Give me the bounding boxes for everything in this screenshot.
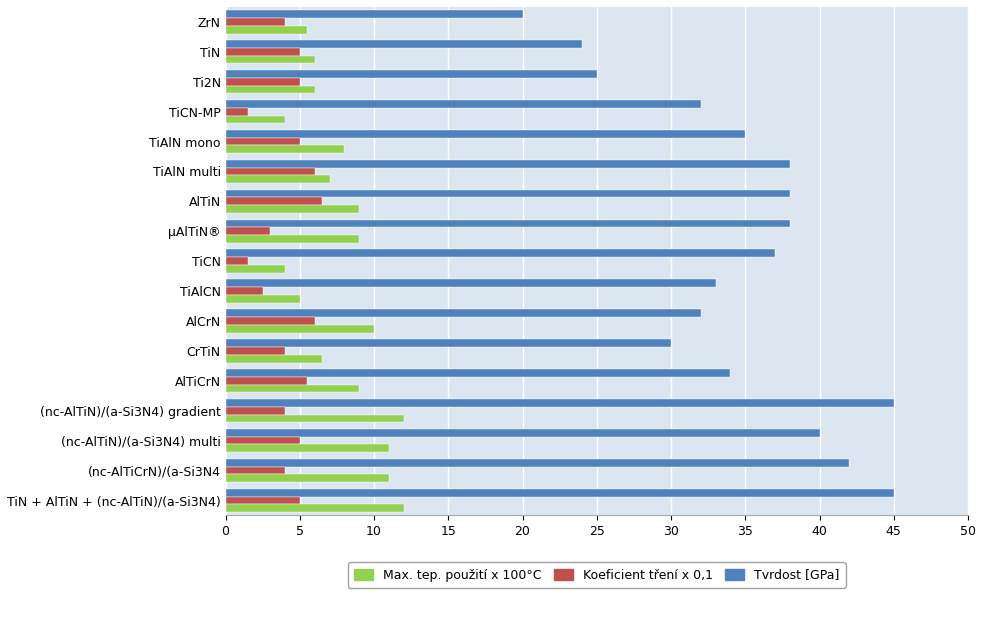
Bar xyxy=(225,347,285,355)
Bar xyxy=(225,475,389,482)
Bar xyxy=(225,18,285,26)
Bar xyxy=(225,160,790,168)
Bar xyxy=(225,138,300,145)
Bar xyxy=(225,429,820,436)
Bar xyxy=(225,399,894,407)
Bar xyxy=(225,445,389,452)
Bar xyxy=(225,48,300,56)
Bar xyxy=(225,355,322,362)
Bar xyxy=(225,317,315,325)
Bar xyxy=(225,339,671,347)
Bar xyxy=(225,26,308,34)
Bar xyxy=(225,407,285,415)
Bar xyxy=(225,100,701,108)
Bar xyxy=(225,85,315,93)
Bar xyxy=(225,265,285,273)
Bar xyxy=(225,295,300,302)
Bar xyxy=(225,10,523,18)
Bar xyxy=(225,436,300,445)
Bar xyxy=(225,415,404,422)
Bar xyxy=(225,40,582,48)
Bar xyxy=(225,369,730,377)
Bar xyxy=(225,197,322,205)
Bar xyxy=(225,189,790,197)
Legend: Max. tep. použití x 100°C, Koeficient tření x 0,1, Tvrdost [GPa]: Max. tep. použití x 100°C, Koeficient tř… xyxy=(348,562,845,588)
Bar xyxy=(225,325,375,332)
Bar xyxy=(225,56,315,63)
Bar xyxy=(225,459,849,466)
Bar xyxy=(225,145,344,153)
Bar xyxy=(225,108,248,115)
Bar xyxy=(225,309,701,317)
Bar xyxy=(225,175,329,183)
Bar xyxy=(225,496,300,504)
Bar xyxy=(225,466,285,475)
Bar xyxy=(225,115,285,123)
Bar xyxy=(225,504,404,512)
Bar xyxy=(225,249,775,257)
Bar xyxy=(225,168,315,175)
Bar xyxy=(225,377,308,385)
Bar xyxy=(225,78,300,85)
Bar xyxy=(225,489,894,496)
Bar xyxy=(225,219,790,227)
Bar xyxy=(225,227,270,235)
Bar xyxy=(225,385,359,392)
Bar xyxy=(225,70,597,78)
Bar xyxy=(225,235,359,243)
Bar xyxy=(225,257,248,265)
Bar xyxy=(225,279,716,287)
Bar xyxy=(225,130,745,138)
Bar xyxy=(225,287,262,295)
Bar xyxy=(225,205,359,213)
